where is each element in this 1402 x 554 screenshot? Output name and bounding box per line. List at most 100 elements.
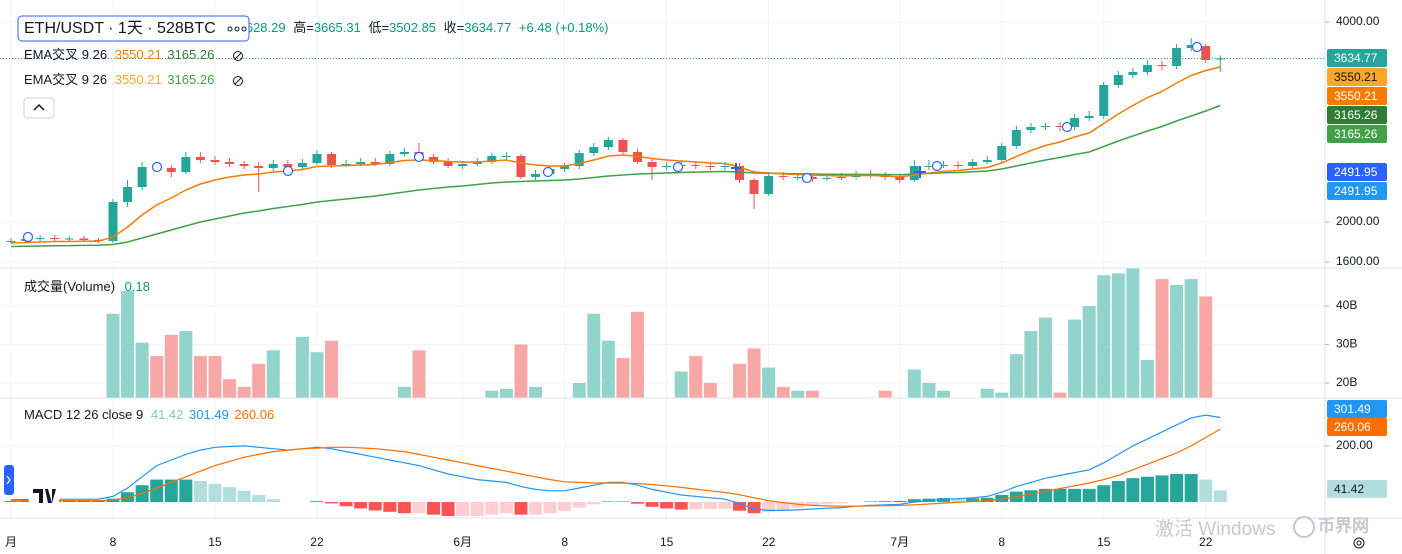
macd-bar xyxy=(62,500,76,503)
ohlc-value: 3634.77 xyxy=(464,20,511,35)
price-tag xyxy=(1327,87,1387,105)
macd-bar xyxy=(1170,473,1184,503)
x-tick-label: 8 xyxy=(561,535,568,549)
candle-body xyxy=(735,166,744,180)
macd-bar xyxy=(223,487,237,503)
macd-bar xyxy=(1126,478,1140,503)
candle-body xyxy=(836,177,846,178)
x-tick-label: 15 xyxy=(1097,535,1111,549)
volume-bar xyxy=(252,363,266,398)
macd-bar xyxy=(966,498,980,503)
candle-body xyxy=(1040,126,1050,127)
y-tick-label: 30B xyxy=(1336,337,1357,351)
hide-icon[interactable] xyxy=(233,51,243,61)
candle-body xyxy=(181,157,191,172)
collapse-button[interactable] xyxy=(23,97,55,119)
candle-body xyxy=(793,177,803,178)
macd-bar xyxy=(631,502,645,504)
volume-pane xyxy=(106,268,1213,398)
volume-bar xyxy=(805,390,819,398)
price-tag xyxy=(1327,418,1387,436)
candle-body xyxy=(385,154,395,164)
ohlc-value: 3628.29 xyxy=(239,20,286,35)
candle-body xyxy=(108,202,118,241)
volume-bar xyxy=(995,392,1009,398)
candle-body xyxy=(720,166,730,167)
volume-bar xyxy=(1155,279,1169,398)
macd-bar xyxy=(4,500,18,503)
ema-legend: EMA交叉 9 26 3550.21 3165.26 xyxy=(24,47,214,62)
watermark: 激活 Windows xyxy=(1155,518,1275,540)
macd-bar xyxy=(601,501,615,503)
candle-body xyxy=(1055,126,1065,127)
volume-bar xyxy=(1140,359,1154,398)
price-tag xyxy=(1327,125,1387,143)
volume-bar xyxy=(412,350,426,398)
y-tick-label: 4000.00 xyxy=(1336,14,1380,28)
candle-body xyxy=(618,140,628,152)
indicator-line xyxy=(10,104,1221,248)
macd-bar xyxy=(776,502,790,510)
macd-bar xyxy=(805,502,819,506)
marker xyxy=(542,166,554,178)
candle-body xyxy=(327,154,337,165)
macd-bar xyxy=(689,502,703,510)
macd-bar xyxy=(1024,490,1038,503)
price-tag-label: 2491.95 xyxy=(1334,184,1378,198)
candle-body xyxy=(1157,65,1167,66)
candle-body xyxy=(254,166,264,168)
macd-bar xyxy=(193,480,207,503)
macd-bar xyxy=(543,502,557,514)
macd-bar xyxy=(1111,480,1125,503)
x-tick-label: 月 xyxy=(5,535,17,549)
candle-body xyxy=(778,176,788,177)
candle-body xyxy=(1099,85,1109,116)
more-icon[interactable] xyxy=(227,26,247,32)
macd-bar xyxy=(558,502,572,511)
price-tag-label: 3550.21 xyxy=(1334,89,1378,103)
volume-bar xyxy=(747,348,761,398)
ema-value: 3165.26 xyxy=(167,47,214,62)
grid xyxy=(0,0,1325,518)
volume-bar xyxy=(616,358,630,398)
macd-bar xyxy=(237,490,251,503)
ohlc-value: 3502.85 xyxy=(389,20,436,35)
volume-bar xyxy=(733,363,746,398)
price-tag xyxy=(1327,480,1387,498)
macd-bar xyxy=(1068,488,1082,503)
settings-icon[interactable] xyxy=(1353,537,1365,549)
candle-body xyxy=(297,163,307,167)
candle-body xyxy=(35,238,45,239)
macd-bar xyxy=(310,501,324,503)
macd-bar xyxy=(951,498,965,503)
candle-body xyxy=(370,162,380,164)
volume-bar xyxy=(208,356,222,398)
macd-bar xyxy=(660,502,674,509)
price-tag-label: 3165.26 xyxy=(1334,108,1378,122)
candle-body xyxy=(589,147,599,153)
price-pane xyxy=(0,38,1325,248)
macd-bar xyxy=(91,500,105,503)
candle-body xyxy=(1172,48,1182,66)
volume-bar xyxy=(485,390,499,398)
candle-body xyxy=(895,177,905,180)
volume-bar xyxy=(237,386,251,398)
candle-body xyxy=(1026,127,1036,130)
ohlc-label: 高= xyxy=(293,20,314,35)
volume-bar xyxy=(776,386,790,398)
volume-bar xyxy=(514,344,528,398)
volume-bar xyxy=(529,386,543,398)
ohlc-change: +6.48 (+0.18%) xyxy=(519,20,609,35)
symbol-box[interactable] xyxy=(17,15,250,42)
volume-bar xyxy=(936,390,950,398)
candle-body xyxy=(764,176,774,194)
y-tick-label: 2000.00 xyxy=(1336,214,1380,228)
candle-body xyxy=(574,153,584,166)
hide-icon[interactable] xyxy=(233,76,243,86)
candle-body xyxy=(64,238,74,240)
candle-body xyxy=(938,165,948,166)
macd-bar xyxy=(368,502,382,511)
side-tab[interactable] xyxy=(4,465,14,495)
candle-body xyxy=(1142,65,1152,72)
